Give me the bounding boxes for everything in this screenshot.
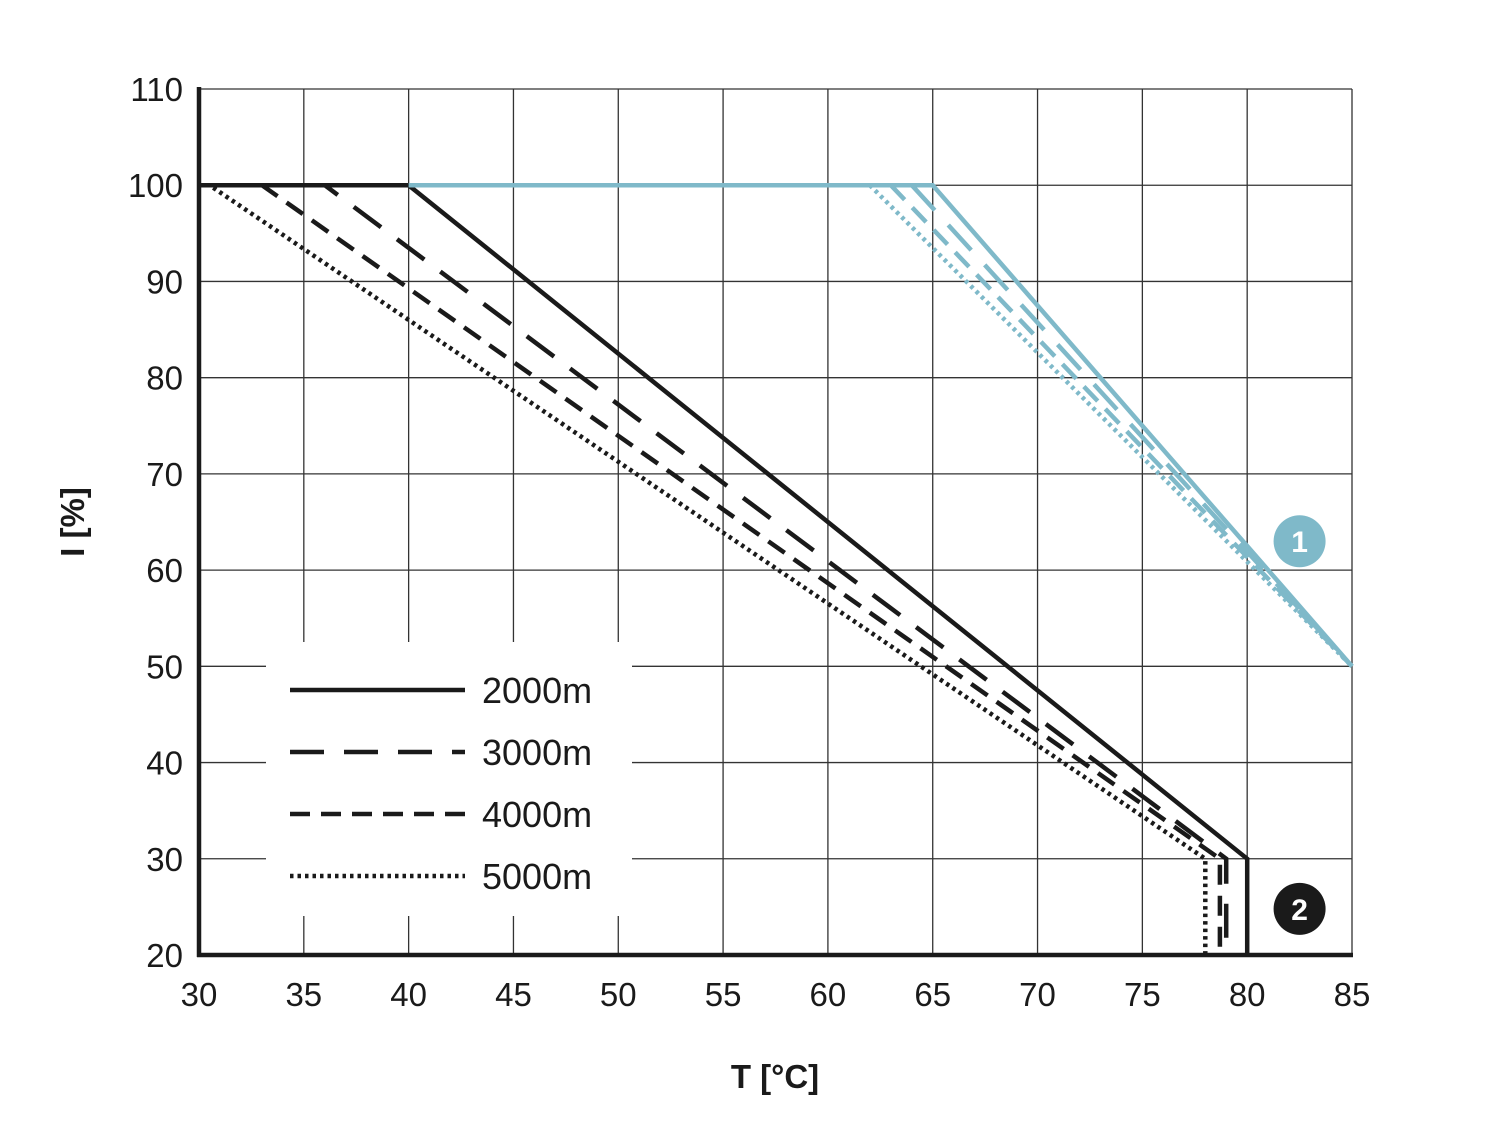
series-line-4000m-group-2 [199,182,1223,955]
axes [196,87,1353,958]
y-tick-label: 20 [146,937,183,974]
x-tick-label: 45 [495,976,532,1013]
series-line-2000m-group-2 [199,182,1250,955]
legend-label-5000m: 5000m [482,856,592,897]
series-line-3000m-group-1 [910,183,1354,668]
x-tick-label: 30 [181,976,218,1013]
legend-label-4000m: 4000m [482,794,592,835]
legend-label-2000m: 2000m [482,670,592,711]
y-tick-label: 100 [128,167,183,204]
series-line-5000m-group-1 [868,183,1354,668]
x-tick-label: 75 [1124,976,1161,1013]
x-tick-label: 40 [390,976,427,1013]
y-tick-label: 80 [146,360,183,397]
legend-label-3000m: 3000m [482,732,592,773]
y-tick-label: 50 [146,648,183,685]
y-tick-label: 60 [146,552,183,589]
y-tick-label: 30 [146,841,183,878]
marker-label-1: 1 [1291,526,1308,559]
marker-circle-1 [1273,515,1326,568]
marker-label-2: 2 [1291,894,1308,927]
y-tick-label: 70 [146,456,183,493]
markers: 12 [1273,515,1326,935]
x-tick-label: 85 [1334,976,1371,1013]
x-axis-label: T [°C] [731,1058,819,1095]
legend-box [266,642,632,916]
x-tick-label: 50 [600,976,637,1013]
x-tick-label: 55 [705,976,742,1013]
series-line-4000m-group-1 [889,183,1354,668]
y-tick-label: 90 [146,263,183,300]
x-tick-label: 35 [285,976,322,1013]
x-tick-label: 80 [1229,976,1266,1013]
x-tick-label: 65 [914,976,951,1013]
y-tick-label: 110 [130,71,183,108]
marker-circle-2 [1273,882,1326,935]
legend: 2000m 3000m 4000m 5000m [266,642,632,916]
x-tick-label: 70 [1019,976,1056,1013]
y-tick-label: 40 [146,745,183,782]
series-line-2000m-group-1 [408,182,1354,668]
x-tick-label: 60 [810,976,847,1013]
y-axis-label: I [%] [54,487,91,557]
series-line-5000m-group-2 [199,182,1208,955]
tick-labels: 30 35 40 45 50 55 60 65 70 75 80 852030405060708090… [128,71,1370,1013]
series-lines [199,182,1354,955]
